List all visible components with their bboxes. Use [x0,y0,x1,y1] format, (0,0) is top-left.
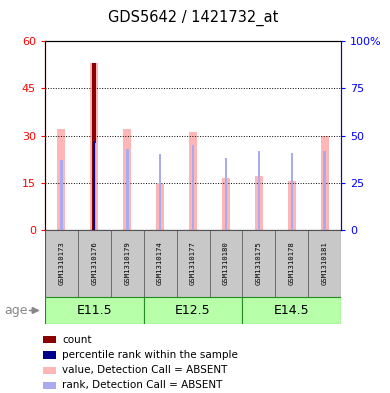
Bar [321,136,329,230]
Bar [78,230,111,297]
Text: GSM1310173: GSM1310173 [58,241,64,285]
Bar [93,143,96,230]
Bar [177,230,209,297]
Bar [43,367,56,374]
Bar [258,151,260,230]
Text: value, Detection Call = ABSENT: value, Detection Call = ABSENT [62,365,227,375]
Bar [126,149,128,230]
Bar [144,230,177,297]
Bar [111,230,144,297]
Bar [323,151,326,230]
Bar [243,297,341,324]
Text: age: age [4,304,27,317]
Text: count: count [62,335,92,345]
Text: E11.5: E11.5 [76,304,112,317]
Bar [60,160,63,230]
Text: GDS5642 / 1421732_at: GDS5642 / 1421732_at [108,9,278,26]
Bar [123,129,131,230]
Bar [255,176,263,230]
Text: E14.5: E14.5 [274,304,310,317]
Bar [275,230,308,297]
Bar [209,230,243,297]
Bar [45,230,78,297]
Text: GSM1310181: GSM1310181 [322,241,328,285]
Text: GSM1310178: GSM1310178 [289,241,295,285]
Bar [43,382,56,389]
Bar [43,351,56,358]
Text: GSM1310175: GSM1310175 [256,241,262,285]
Bar [291,152,293,230]
Bar [93,141,95,230]
Text: rank, Detection Call = ABSENT: rank, Detection Call = ABSENT [62,380,222,390]
Bar [225,158,227,230]
Bar [43,336,56,343]
Bar [222,178,230,230]
Bar [159,154,161,230]
Bar [308,230,341,297]
Bar [90,63,98,230]
Text: GSM1310174: GSM1310174 [157,241,163,285]
Text: GSM1310177: GSM1310177 [190,241,196,285]
Bar [189,132,197,230]
Text: GSM1310179: GSM1310179 [124,241,130,285]
Text: E12.5: E12.5 [175,304,211,317]
Bar [57,129,66,230]
Bar [92,63,96,230]
Text: percentile rank within the sample: percentile rank within the sample [62,350,238,360]
Text: GSM1310180: GSM1310180 [223,241,229,285]
Bar [288,181,296,230]
Text: GSM1310176: GSM1310176 [91,241,97,285]
Bar [144,297,243,324]
Bar [243,230,275,297]
Bar [192,145,194,230]
Bar [45,297,144,324]
Bar [156,184,164,230]
